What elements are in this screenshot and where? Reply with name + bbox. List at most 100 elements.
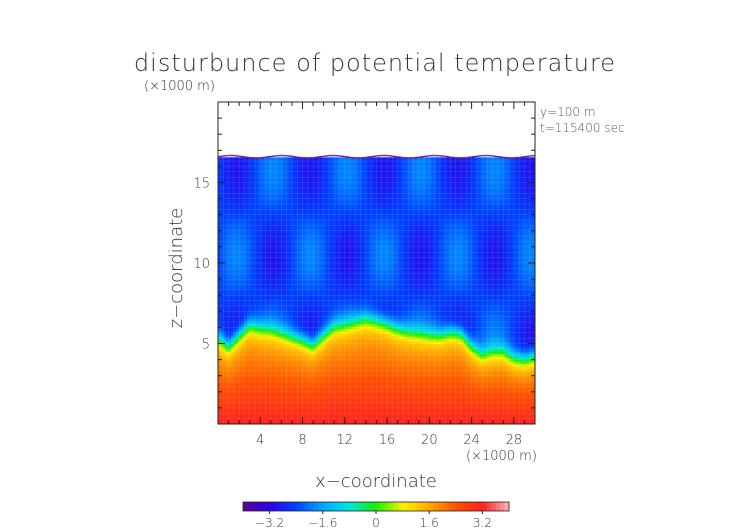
heatmap-cell [305,167,309,171]
heatmap-cell [294,172,298,176]
heatmap-cell [284,235,288,239]
heatmap-cell [218,215,222,219]
heatmap-cell [273,343,277,347]
heatmap-cell [305,343,309,347]
heatmap-cell [294,403,298,407]
heatmap-cell [339,315,343,319]
heatmap-cell [289,182,293,186]
heatmap-cell [247,381,251,385]
heatmap-cell [328,255,333,259]
heatmap-cell [265,348,269,352]
heatmap-cell [323,310,327,314]
heatmap-cell [302,340,306,345]
heatmap-cell [297,212,301,216]
heatmap-cell [310,418,314,423]
heatmap-cell [225,164,230,169]
heatmap-cell [336,346,341,350]
heatmap-cell [315,185,319,189]
heatmap-cell [310,346,314,350]
heatmap-cell [257,232,261,236]
heatmap-cell [218,313,222,317]
heatmap-cell [336,416,341,420]
heatmap-cell [276,247,280,252]
heatmap-cell [326,363,330,367]
heatmap-cell [339,205,343,209]
heatmap-cell [260,245,264,249]
heatmap-cell [326,245,330,249]
heatmap-cell [249,403,253,407]
y-unit-label: (×1000 m) [144,79,215,94]
heatmap-cell [334,413,338,418]
heatmap-cell [231,393,235,397]
heatmap-cell [254,416,259,420]
heatmap-cell [289,293,293,297]
heatmap-cell [331,220,335,224]
heatmap-cell [273,205,277,209]
heatmap-cell [233,217,238,221]
heatmap-cell [336,207,341,211]
heatmap-cell [257,202,261,206]
heatmap-cell [286,217,290,221]
heatmap-cell [249,358,253,362]
heatmap-cell [289,325,293,330]
heatmap-cell [270,298,275,302]
heatmap-cell [284,230,288,234]
heatmap-cell [299,371,304,375]
heatmap-cell [294,240,298,244]
heatmap-cell [228,363,232,367]
heatmap-cell [328,167,333,171]
heatmap-cell [228,300,232,304]
heatmap-cell [315,333,319,337]
heatmap-cell [334,320,338,324]
heatmap-cell [268,288,272,292]
heatmap-cell [281,393,285,397]
heatmap-cell [225,240,230,244]
heatmap-cell [294,225,298,229]
heatmap-cell [286,227,290,231]
heatmap-cell [220,406,224,410]
heatmap-cell [260,174,264,179]
heatmap-cell [339,310,343,314]
heatmap-cell [307,197,312,201]
heatmap-cell [270,283,275,287]
heatmap-cell [241,252,246,257]
heatmap-field [218,154,535,424]
heatmap-cell [336,197,341,201]
heatmap-cell [321,270,325,274]
heatmap-cell [339,283,343,287]
heatmap-cell [233,363,238,367]
heatmap-cell [249,247,253,252]
heatmap-cell [326,273,330,277]
heatmap-cell [239,333,243,337]
heatmap-cell [220,268,224,272]
heatmap-cell [305,192,309,196]
heatmap-cell [299,275,304,279]
heatmap-cell [265,187,269,191]
heatmap-cell [218,263,222,267]
heatmap-cell [273,308,277,312]
heatmap-cell [244,270,248,274]
heatmap-cell [276,373,280,377]
heatmap-cell [276,386,280,390]
heatmap-cell [289,172,293,176]
heatmap-cell [270,270,275,274]
heatmap-cell [247,413,251,418]
heatmap-cell [323,335,327,340]
heatmap-cell [318,323,322,327]
heatmap-cell [236,356,240,360]
heatmap-cell [294,159,298,163]
heatmap-cell [254,371,259,375]
heatmap-cell [273,185,277,189]
heatmap-cell [273,356,277,360]
heatmap-cell [236,358,240,362]
heatmap-cell [257,391,261,395]
heatmap-cell [262,225,267,229]
heatmap-cell [331,298,335,302]
heatmap-cell [231,169,235,174]
heatmap-cell [307,185,312,189]
heatmap-cell [339,174,343,179]
heatmap-cell [270,247,275,252]
heatmap-cell [294,263,298,267]
heatmap-cell [297,273,301,277]
heatmap-cell [247,195,251,199]
